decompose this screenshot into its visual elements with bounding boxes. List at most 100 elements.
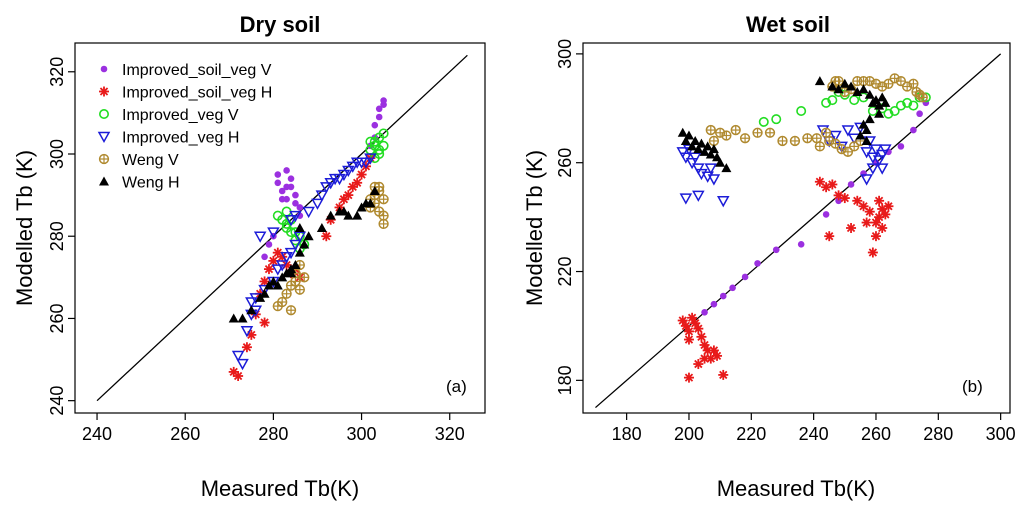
improved-veg-h-point [829, 130, 842, 143]
weng-v-point [299, 272, 310, 283]
weng-h-point [699, 146, 710, 156]
weng-h-point [693, 144, 704, 154]
legend-label-weng-v: Weng V [122, 152, 179, 169]
wet-soil-panel: Wet soil 180 200 220 240 260 280 300 180 220 260 3… [522, 12, 1016, 501]
improved-soil-veg-v-point [797, 241, 805, 248]
x-tick-label: 200 [674, 424, 704, 444]
improved-soil-veg-v-point [375, 105, 383, 113]
weng-h-point [259, 288, 270, 298]
improved-soil-veg-h-point [718, 369, 729, 380]
weng-h-point [814, 76, 825, 86]
improved-veg-h-point [320, 182, 333, 194]
y-tick-label: 280 [47, 221, 67, 251]
improved-veg-h-point [860, 174, 873, 186]
improved-veg-h-point [275, 260, 289, 272]
improved-soil-veg-h-point [712, 350, 723, 361]
improved-soil-veg-v-point [754, 260, 761, 267]
x-tick-label: 260 [170, 424, 200, 444]
dry-plot-frame [74, 42, 486, 414]
improved-soil-veg-h-point [696, 331, 707, 342]
improved-soil-veg-v-point [701, 309, 708, 316]
weng-h-point [827, 81, 838, 91]
weng-h-point [839, 78, 850, 88]
weng-h-point [294, 247, 305, 257]
weng-h-point [228, 313, 239, 323]
improved-veg-h-point [688, 152, 702, 164]
improved-veg-h-point [860, 147, 873, 159]
improved-veg-h-point [236, 358, 249, 371]
legend: Improved_soil_veg V Improved_soil_veg H Im… [97, 62, 272, 192]
improved-soil-veg-v-point [772, 246, 780, 254]
improved-soil-veg-h-point [263, 264, 274, 275]
weng-v-point [895, 75, 907, 87]
dry-soil-title: Dry soil [240, 12, 321, 37]
improved-soil-veg-h-point [352, 177, 363, 188]
improved-veg-h-point [707, 174, 721, 186]
improved-veg-h-point [359, 157, 373, 169]
weng-h-point [272, 280, 283, 290]
weng-v-point [833, 75, 844, 87]
weng-v-point [378, 218, 389, 230]
improved-veg-h-point [816, 125, 830, 137]
weng-v-point [830, 138, 841, 149]
improved-veg-h-point [315, 190, 329, 202]
weng-h-point [246, 305, 257, 315]
improved-veg-h-point [253, 231, 267, 243]
weng-v-point [752, 127, 763, 138]
weng-h-point [708, 144, 719, 154]
y-tick-label: 180 [555, 365, 575, 395]
improved-veg-h-point [324, 178, 337, 190]
weng-h-point [696, 138, 707, 148]
x-tick-label: 220 [736, 424, 766, 444]
improved-soil-veg-h-point [702, 345, 713, 356]
improved-soil-veg-v-point [916, 110, 923, 118]
legend-label-improved-veg-v: Improved_veg V [122, 107, 239, 124]
improved-veg-h-point [337, 169, 351, 182]
improved-soil-veg-h-point [883, 201, 894, 212]
x-tick-label: 240 [82, 424, 112, 444]
improved-veg-h-point [679, 152, 693, 164]
y-tick-label: 260 [555, 148, 575, 178]
improved-soil-veg-v-point [822, 211, 830, 218]
y-tick-label: 300 [555, 39, 575, 69]
wet-one-to-one-line [595, 53, 1002, 409]
weng-h-point [874, 100, 885, 110]
weng-h-point [365, 198, 376, 208]
improved-veg-h-point [302, 206, 315, 219]
improved-veg-h-point [289, 239, 302, 251]
improved-veg-h-point [280, 252, 293, 264]
improved-veg-v-point [849, 95, 860, 106]
weng-h-point [855, 130, 866, 140]
weng-v-point [294, 284, 305, 295]
y-tick-label: 300 [47, 139, 67, 169]
weng-v-point [721, 130, 732, 141]
improved-veg-h-point [875, 163, 889, 175]
improved-soil-veg-v-point [287, 175, 295, 182]
weng-h-point [846, 81, 857, 91]
weng-h-point [715, 157, 726, 167]
y-tick-label: 320 [47, 57, 67, 87]
improved-soil-veg-h-point [874, 195, 885, 206]
weng-h-point [286, 264, 297, 274]
improved-soil-veg-v-point [375, 113, 383, 121]
wet-axis-ticks: 180 200 220 240 260 280 300 180 220 260 300 [555, 39, 1016, 444]
improved-soil-veg-v-point [380, 97, 387, 104]
dry-soil-panel: Dry soil 240 260 280 300 320240260280300320 … [12, 12, 486, 501]
improved-soil-veg-v-point [371, 121, 379, 129]
dry-data-points [228, 97, 389, 381]
improved-veg-h-point [716, 196, 730, 208]
weng-v-point [883, 78, 894, 89]
improved-soil-veg-h-point [321, 231, 332, 242]
improved-veg-v-point [771, 114, 782, 125]
improved-veg-h-point [841, 125, 855, 137]
weng-h-point [687, 141, 698, 151]
improved-veg-h-point [676, 147, 690, 159]
weng-v-point [705, 124, 716, 136]
weng-h-point [833, 84, 844, 94]
weng-h-point [677, 127, 688, 137]
improved-veg-v-point [883, 108, 894, 119]
legend-marker-improved-soil-veg-v [100, 65, 108, 73]
dry-panel-label: (a) [446, 377, 467, 396]
wet-soil-title: Wet soil [746, 12, 830, 37]
improved-soil-veg-h-point [268, 255, 279, 266]
